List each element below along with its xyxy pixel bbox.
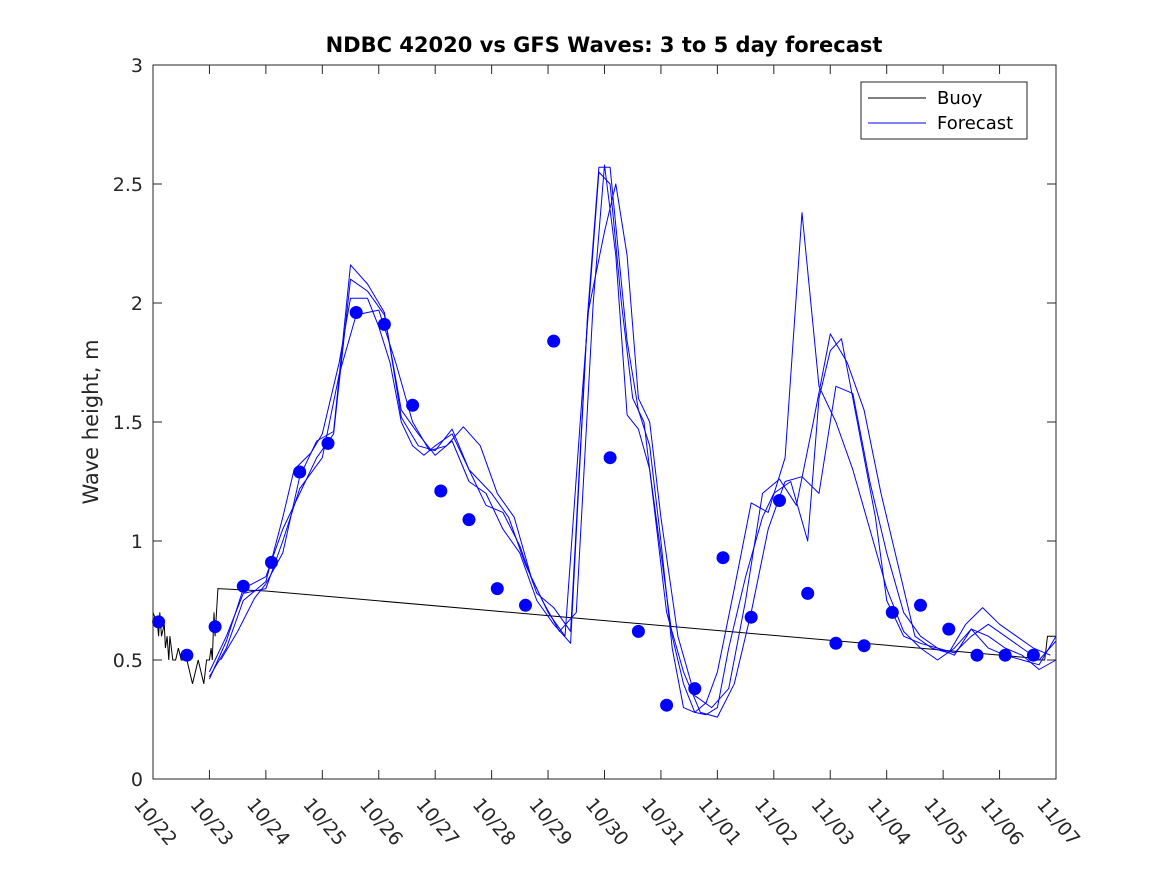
data-point — [519, 598, 532, 612]
plot-area — [153, 65, 1056, 779]
x-tick-label: 10/26 — [355, 794, 407, 850]
forecast-line-3 — [208, 183, 1051, 709]
forecast-series-layer — [208, 164, 1057, 718]
forecast-line-1 — [208, 164, 1057, 716]
data-point — [773, 494, 786, 507]
data-point — [293, 465, 307, 479]
data-point — [857, 639, 871, 653]
data-point — [462, 513, 476, 527]
x-tick-label: 10/29 — [524, 794, 576, 850]
data-point — [547, 334, 561, 348]
data-point — [660, 698, 674, 712]
x-tick-label: 11/04 — [863, 794, 915, 850]
data-point — [377, 317, 391, 331]
data-point — [744, 610, 758, 624]
data-point — [631, 624, 645, 638]
data-point — [406, 398, 420, 412]
data-point — [716, 551, 730, 565]
y-tick-label: 2.5 — [113, 174, 143, 196]
data-point — [152, 615, 166, 629]
x-tick-label: 10/22 — [129, 794, 181, 850]
x-tick-label: 10/23 — [186, 794, 238, 850]
x-tick-label: 11/03 — [806, 794, 858, 850]
y-axis-label: Wave height, m — [79, 339, 103, 504]
x-tick-label: 11/05 — [919, 794, 971, 850]
y-tick-label: 3 — [131, 55, 143, 77]
data-point — [434, 484, 448, 498]
forecast-line-4 — [220, 166, 1057, 713]
data-point — [1026, 648, 1040, 662]
y-tick-label: 2 — [131, 293, 143, 315]
x-tick-label: 10/30 — [581, 794, 633, 850]
x-tick-label: 11/06 — [976, 794, 1028, 850]
data-point — [349, 306, 363, 319]
data-point — [998, 648, 1012, 662]
data-point — [490, 582, 504, 596]
x-tick-label: 11/02 — [750, 794, 802, 850]
y-tick-label: 0.5 — [113, 650, 143, 672]
data-point — [970, 648, 984, 662]
x-tick-label: 10/27 — [411, 794, 463, 850]
data-point — [180, 648, 194, 662]
data-point — [208, 620, 222, 634]
legend-buoy-label: Buoy — [937, 88, 983, 109]
data-point — [321, 436, 335, 450]
x-tick-label: 11/01 — [694, 794, 746, 850]
x-tick-label: 10/31 — [637, 794, 689, 850]
data-point — [942, 622, 956, 636]
legend: Buoy Forecast — [860, 81, 1028, 140]
x-tick-label: 10/24 — [242, 794, 294, 850]
data-point — [885, 605, 899, 619]
analysis-points-layer — [152, 306, 1040, 712]
y-tick-label: 1 — [131, 531, 143, 553]
legend-box — [860, 81, 1028, 140]
data-point — [603, 451, 617, 465]
data-point — [914, 598, 927, 612]
data-point — [829, 636, 843, 650]
legend-forecast-label: Forecast — [937, 113, 1013, 134]
x-tick-label: 11/07 — [1032, 794, 1084, 850]
x-tick-label: 10/25 — [298, 794, 350, 850]
data-point — [688, 682, 702, 696]
chart-title: NDBC 42020 vs GFS Waves: 3 to 5 day fore… — [326, 33, 883, 57]
y-tick-label: 1.5 — [113, 412, 143, 434]
data-point — [236, 579, 250, 593]
y-tick-label: 0 — [131, 769, 143, 791]
data-point — [801, 586, 815, 600]
x-tick-label: 10/28 — [468, 794, 520, 850]
data-point — [265, 555, 278, 569]
